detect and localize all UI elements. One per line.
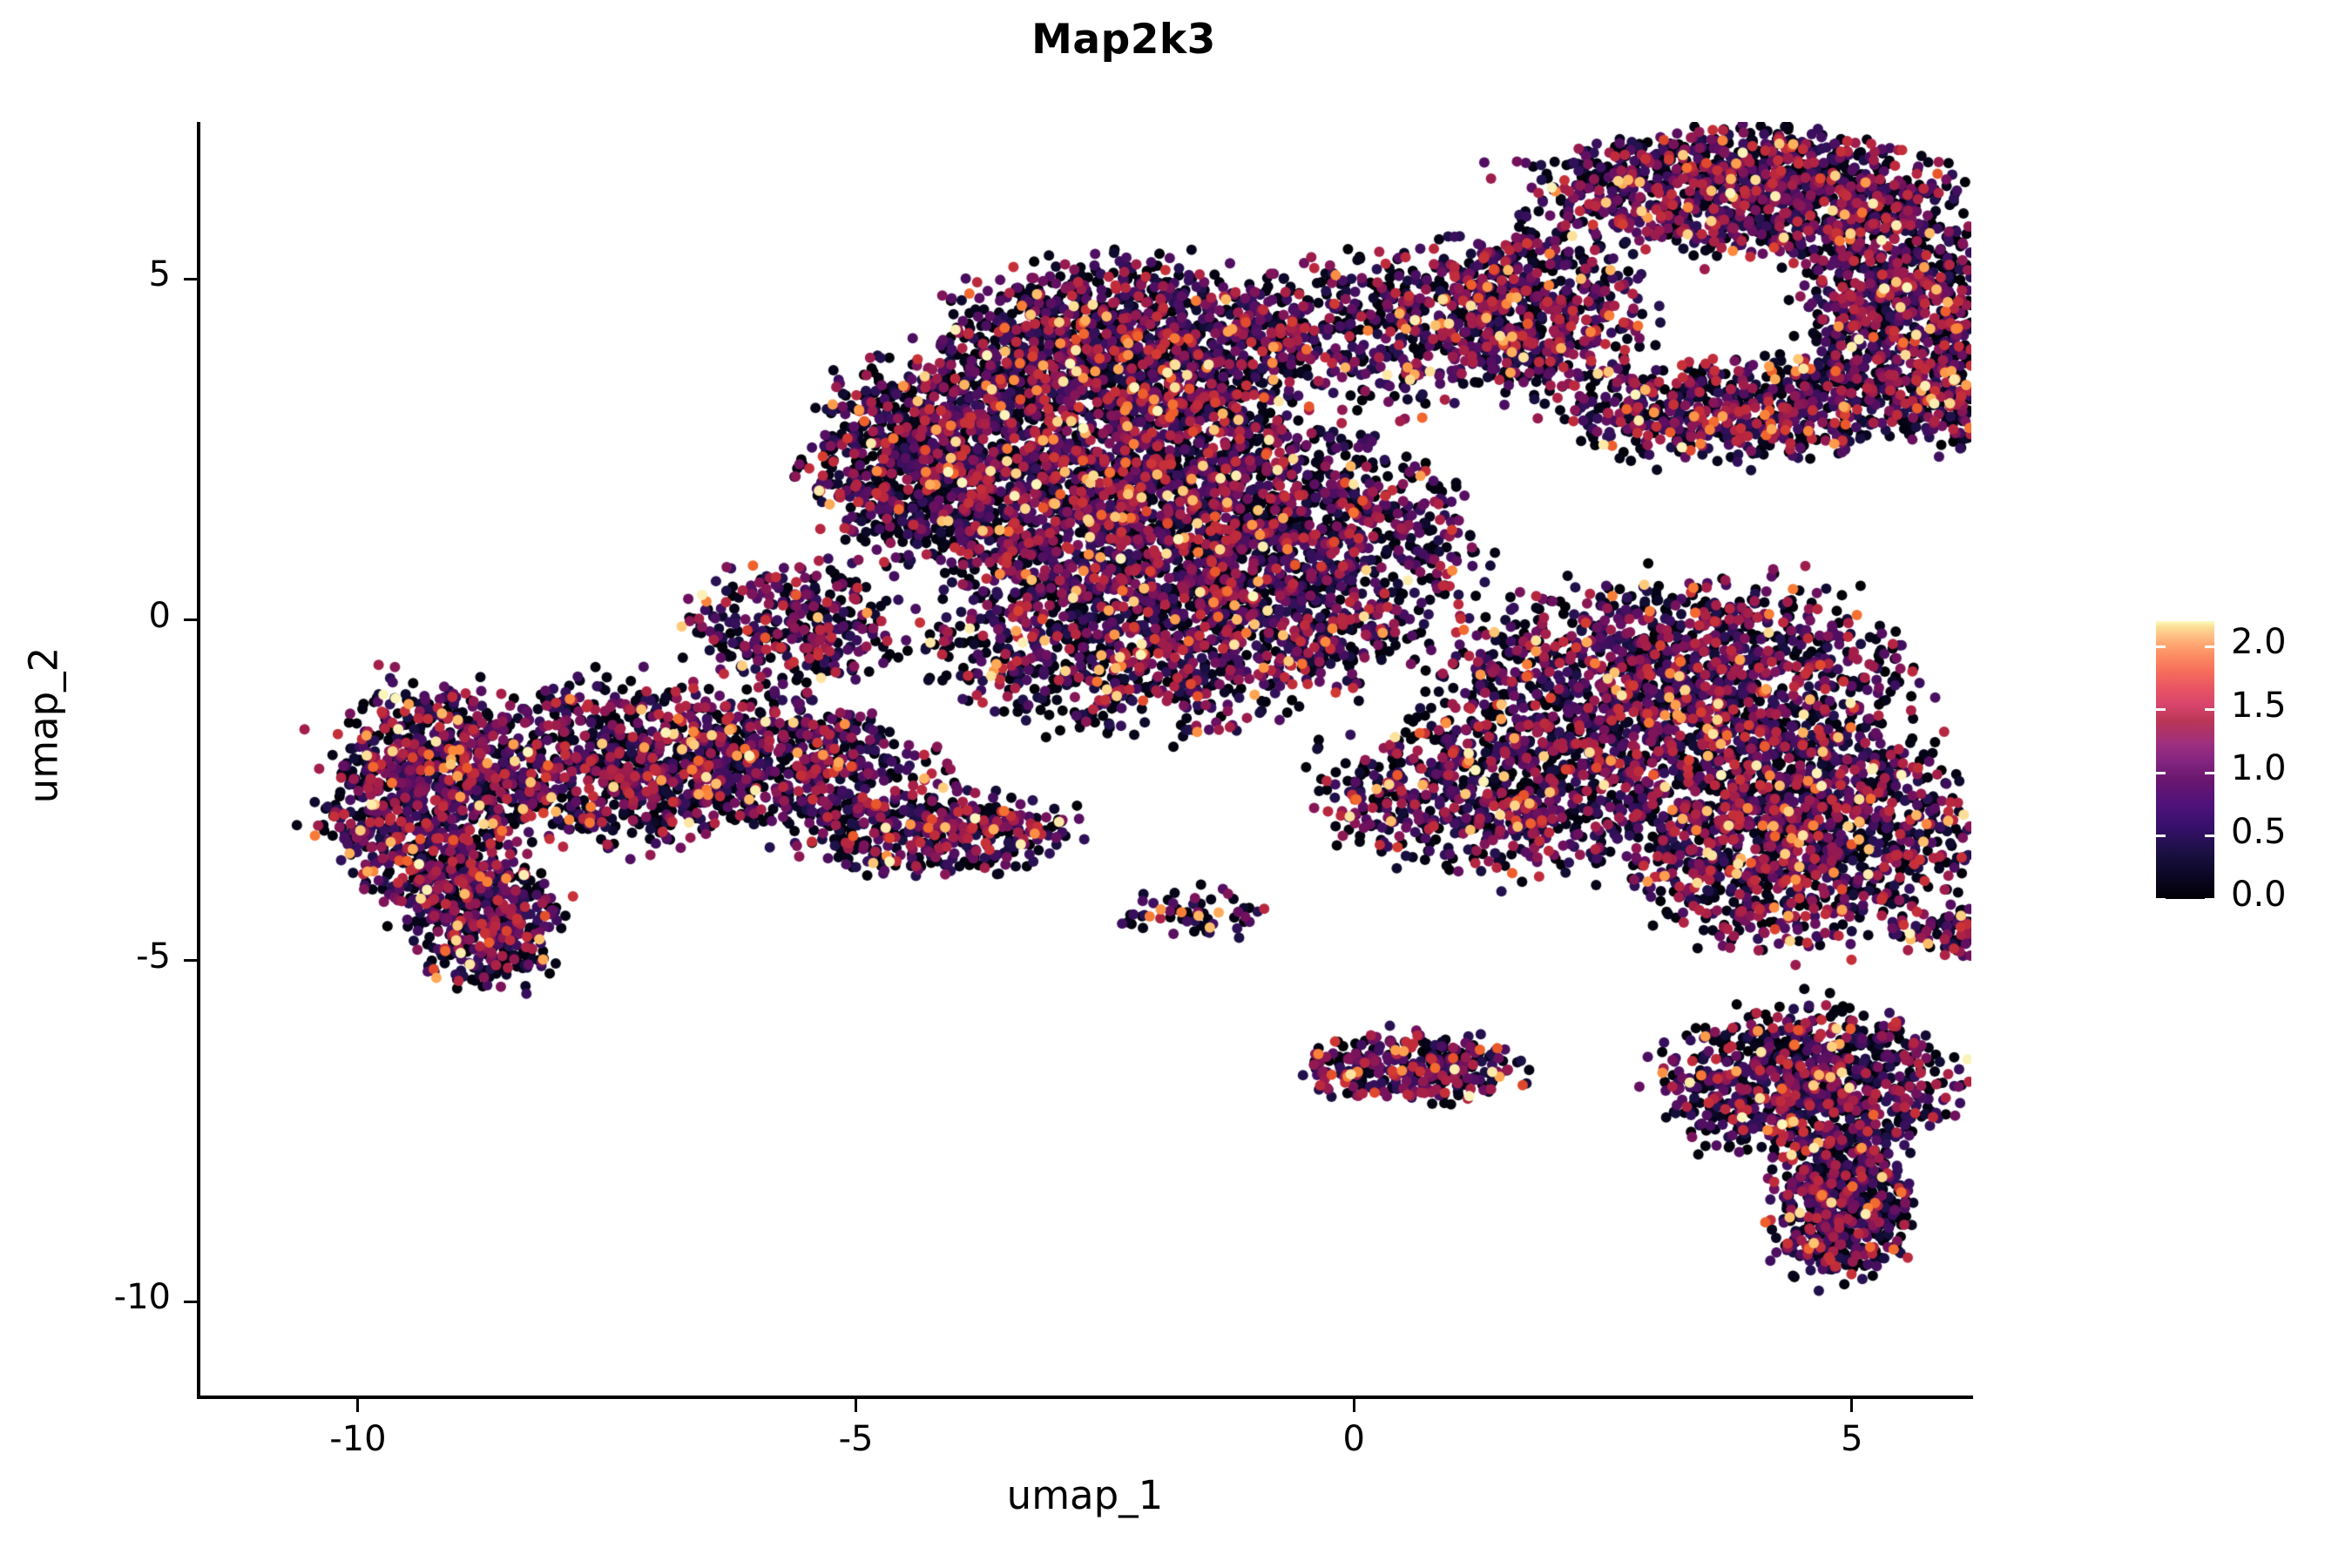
y-axis-label: umap_2 bbox=[20, 646, 67, 804]
y-tick-label: 0 bbox=[148, 595, 171, 636]
y-tick-mark bbox=[184, 1300, 197, 1303]
colorbar-tick-mark bbox=[2156, 708, 2166, 711]
x-axis-label: umap_1 bbox=[1006, 1472, 1164, 1518]
x-tick-mark bbox=[1850, 1399, 1854, 1412]
colorbar-tick-label: 1.5 bbox=[2231, 685, 2287, 726]
colorbar-tick-mark bbox=[2156, 771, 2166, 774]
x-tick-mark bbox=[356, 1399, 360, 1412]
scatter-points-canvas bbox=[199, 122, 1971, 1397]
colorbar-tick-label: 0.5 bbox=[2231, 811, 2287, 852]
y-tick-mark bbox=[184, 618, 197, 621]
colorbar-tick-mark bbox=[2205, 771, 2214, 774]
chart-title: Map2k3 bbox=[1031, 16, 1216, 64]
x-tick-mark bbox=[1352, 1399, 1355, 1412]
colorbar-tick-mark bbox=[2205, 708, 2214, 711]
y-axis-spine bbox=[197, 122, 200, 1399]
y-tick-label: 5 bbox=[148, 254, 171, 295]
x-tick-mark bbox=[855, 1399, 858, 1412]
colorbar-tick-mark bbox=[2156, 897, 2166, 901]
colorbar-tick-mark bbox=[2205, 835, 2214, 837]
y-tick-mark bbox=[184, 959, 197, 963]
colorbar-tick-label: 0.0 bbox=[2231, 875, 2287, 915]
x-tick-label: -5 bbox=[838, 1419, 874, 1459]
colorbar-tick-mark bbox=[2156, 835, 2166, 837]
colorbar-tick-label: 2.0 bbox=[2231, 622, 2287, 662]
colorbar-tick-mark bbox=[2156, 645, 2166, 648]
colorbar-tick-label: 1.0 bbox=[2231, 748, 2287, 788]
colorbar-tick-mark bbox=[2205, 897, 2214, 901]
x-tick-label: 5 bbox=[1841, 1419, 1863, 1459]
y-tick-label: -10 bbox=[113, 1277, 171, 1318]
plot-area bbox=[199, 122, 1971, 1397]
x-tick-label: 0 bbox=[1342, 1419, 1365, 1459]
x-axis-spine bbox=[197, 1396, 1973, 1399]
x-tick-label: -10 bbox=[329, 1419, 387, 1459]
y-tick-mark bbox=[184, 277, 197, 280]
y-tick-label: -5 bbox=[136, 936, 171, 977]
colorbar-gradient bbox=[2156, 621, 2214, 899]
colorbar-tick-mark bbox=[2205, 645, 2214, 648]
